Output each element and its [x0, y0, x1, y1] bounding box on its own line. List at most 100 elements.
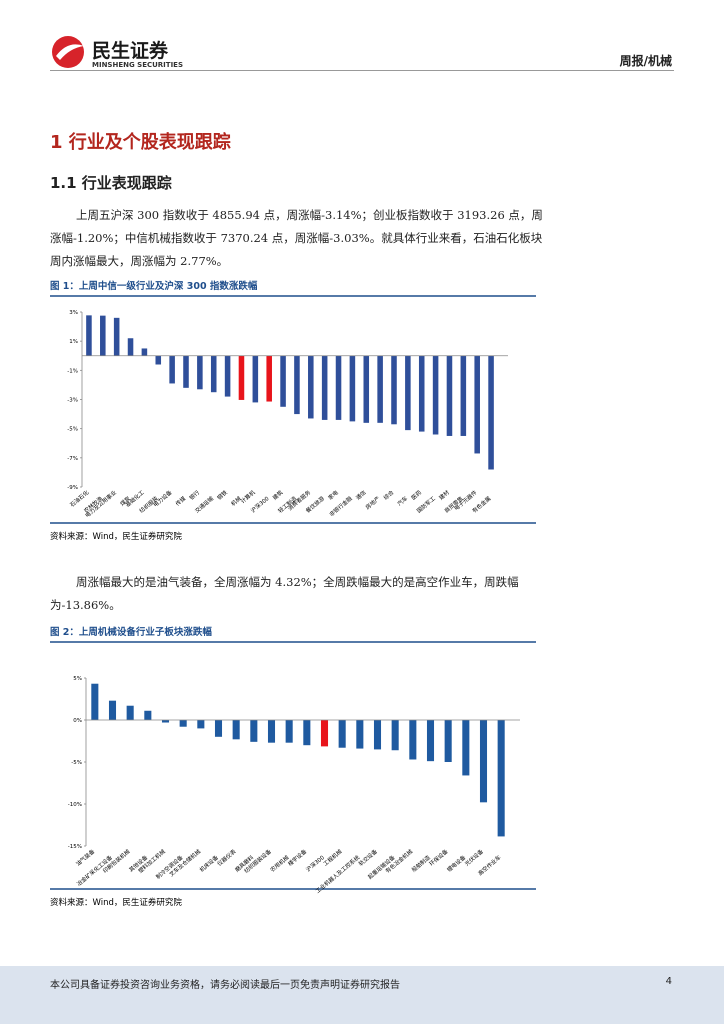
- x-tick-label: 传媒: [174, 494, 188, 508]
- y-tick-label: -5%: [67, 427, 78, 433]
- y-tick-label: -3%: [67, 398, 78, 404]
- paragraph: 上周五沪深 300 指数收于 4855.94 点，周涨幅-3.14%；创业板指数…: [50, 208, 543, 268]
- x-tick-label: 计算机: [239, 488, 257, 505]
- bar: [418, 355, 425, 432]
- bar: [349, 355, 356, 422]
- footer: [0, 966, 724, 1024]
- y-tick-label: 0%: [73, 718, 82, 724]
- bar: [474, 355, 480, 454]
- bar: [280, 355, 286, 407]
- bar: [409, 720, 417, 760]
- y-tick-label: -5%: [71, 760, 82, 766]
- bar: [308, 355, 314, 419]
- y-tick-label: -1%: [67, 368, 78, 374]
- bar: [488, 355, 494, 470]
- chart-title: 图 1：上周中信一级行业及沪深 300 指数涨跌幅: [50, 280, 258, 292]
- bar: [405, 355, 411, 431]
- bar: [179, 720, 187, 727]
- bar: [303, 720, 311, 746]
- bar: [224, 355, 231, 397]
- bar: [214, 720, 223, 737]
- x-tick-label: 环保设备: [427, 847, 449, 868]
- bar: [497, 720, 505, 837]
- source: 资料来源：Wind，民生证券研究院: [50, 897, 182, 908]
- x-tick-label: 综合: [382, 488, 396, 502]
- bar: [113, 317, 120, 356]
- bar: [108, 700, 117, 720]
- bar: [391, 355, 397, 425]
- bar: [267, 720, 276, 743]
- y-tick-label: 5%: [73, 676, 82, 682]
- x-tick-label: 钢铁: [215, 488, 229, 502]
- section-label: 周报/机械: [619, 54, 672, 68]
- logo: [50, 34, 90, 74]
- source: 资料来源：Wind，民生证券研究院: [50, 531, 182, 542]
- bar: [462, 720, 470, 776]
- bar: [161, 720, 170, 723]
- bar: [335, 355, 342, 420]
- x-tick-label: 医药: [409, 488, 423, 502]
- y-tick-label: -15%: [68, 844, 82, 850]
- heading-2: 1.1 行业表现跟踪: [50, 174, 172, 192]
- x-tick-label: 轨交设备: [357, 847, 379, 868]
- bar: [252, 355, 259, 403]
- x-tick-label: 建材: [437, 488, 451, 502]
- bar: [338, 720, 346, 748]
- bar: [141, 348, 148, 356]
- brand: 民生证券: [92, 40, 169, 62]
- bar: [155, 355, 162, 365]
- bar: [91, 683, 99, 720]
- bar: [169, 355, 175, 384]
- bar: [127, 338, 134, 356]
- x-tick-label: 房地产: [364, 494, 382, 511]
- bar: [460, 355, 467, 436]
- y-tick-label: 1%: [69, 339, 78, 345]
- x-tick-label: 汽车: [396, 494, 410, 508]
- bar: [373, 720, 382, 750]
- paragraph: 周涨幅最大的是油气装备，全周涨幅为 4.32%；全周跌幅最大的是高空作业车，周跌…: [50, 575, 519, 612]
- page-number: 4: [665, 976, 672, 987]
- bar: [210, 355, 217, 393]
- bar: [377, 355, 383, 423]
- bar: [426, 720, 435, 762]
- bar: [266, 355, 272, 402]
- x-tick-label: 楼宇设备: [286, 847, 308, 868]
- x-tick-label: 建筑: [271, 488, 285, 502]
- chart-title: 图 2：上周机械设备行业子板块涨跌幅: [50, 626, 212, 638]
- disclaimer: 本公司具备证券投资咨询业务资格，请务必阅读最后一页免责声明证券研究报告: [50, 980, 400, 991]
- bar: [232, 720, 240, 740]
- bar: [479, 720, 488, 803]
- header-rule: [50, 70, 674, 71]
- bar: [144, 710, 152, 720]
- bar: [321, 355, 328, 420]
- bar: [285, 720, 293, 743]
- bar: [126, 705, 134, 720]
- x-tick-label: 仪器仪表: [215, 847, 237, 868]
- bar: [444, 720, 452, 762]
- x-tick-label: 通信: [354, 488, 368, 502]
- bar: [100, 315, 106, 356]
- bar: [86, 315, 92, 356]
- y-tick-label: 3%: [69, 310, 78, 316]
- x-tick-label: 油气装备: [74, 847, 96, 868]
- x-tick-label: 工程机械: [321, 847, 343, 868]
- x-tick-label: 银行: [188, 488, 202, 502]
- bar: [197, 720, 205, 729]
- bar: [238, 355, 245, 400]
- y-tick-label: -10%: [68, 802, 82, 808]
- heading-1: 1 行业及个股表现跟踪: [50, 132, 231, 153]
- brand-en: MINSHENG SECURITIES: [92, 61, 183, 69]
- x-tick-label: 光伏设备: [463, 847, 485, 868]
- bar: [446, 355, 453, 436]
- logo-icon: [52, 36, 84, 68]
- bar: [391, 720, 399, 751]
- y-tick-label: -7%: [67, 456, 78, 462]
- bar: [294, 355, 300, 415]
- bar: [320, 720, 329, 747]
- x-tick-label: 家电: [326, 488, 340, 502]
- chart: 图 1：上周中信一级行业及沪深 300 指数涨跌幅资料来源：Wind，民生证券研…: [50, 280, 536, 542]
- bar: [197, 355, 203, 390]
- bar: [356, 720, 364, 749]
